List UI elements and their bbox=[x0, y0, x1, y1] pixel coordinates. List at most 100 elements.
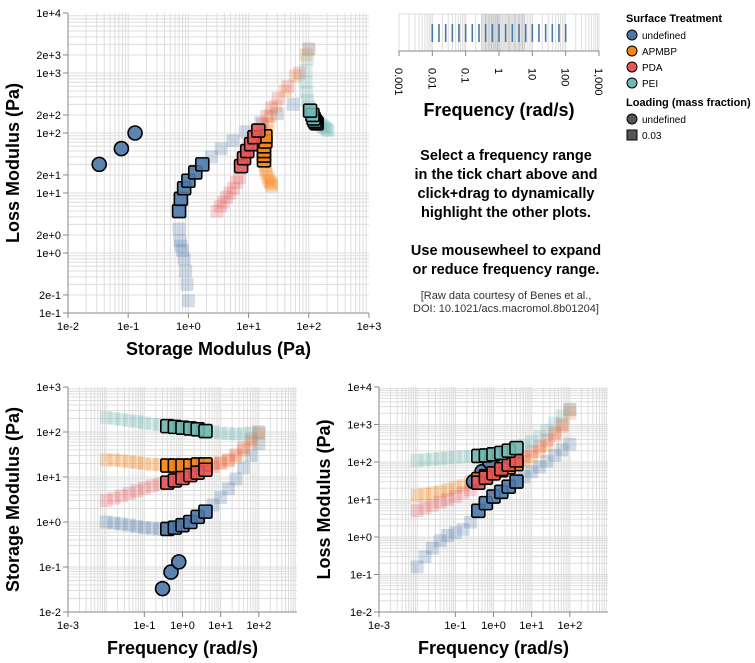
y-tick-label: 1e+0 bbox=[36, 248, 61, 260]
square-point-pei bbox=[221, 427, 235, 441]
circle-point-undefined bbox=[163, 564, 179, 580]
square-point-apmbp bbox=[99, 453, 113, 467]
square-point-undefined bbox=[99, 515, 113, 529]
y-axis-title: Storage Modulus (Pa) bbox=[3, 407, 23, 592]
square-point-undefined bbox=[171, 203, 187, 219]
legend-title: Surface Treatment bbox=[626, 13, 722, 25]
square-point-undefined bbox=[172, 222, 186, 236]
square-point-undefined bbox=[177, 252, 191, 266]
legend-square-symbol bbox=[626, 129, 638, 141]
square-point-pda bbox=[230, 175, 244, 189]
square-point-pda bbox=[114, 489, 128, 503]
square-point-undefined bbox=[180, 277, 194, 291]
y-tick-label: 1e+0 bbox=[36, 517, 61, 529]
square-point-pei bbox=[302, 103, 318, 119]
x-tick-label: 1e-1 bbox=[133, 620, 155, 632]
legend-label: undefined bbox=[642, 31, 686, 42]
square-point-pei bbox=[418, 453, 432, 467]
square-point-pei bbox=[145, 417, 159, 431]
y-tick-label: 1e+1 bbox=[36, 472, 61, 484]
square-point-pda bbox=[540, 433, 554, 447]
square-point-pei bbox=[300, 85, 314, 99]
square-point-undefined bbox=[540, 454, 554, 468]
circle-point-undefined bbox=[91, 156, 108, 173]
square-point-pda bbox=[555, 418, 569, 431]
frequency-tick-chart[interactable]: 0.001 0.01 0.1 1 10 100 1,000 Frequency (rad/s) bbox=[392, 13, 604, 120]
instructions: Select a frequency range in the tick cha… bbox=[388, 147, 624, 280]
square-point-pei bbox=[563, 403, 577, 417]
x-tick-label: 0.1 bbox=[459, 68, 471, 83]
square-point-apmbp bbox=[555, 419, 569, 433]
square-point-pda bbox=[302, 42, 316, 56]
square-point-pei bbox=[410, 453, 424, 467]
x-tick-label: 1e+1 bbox=[236, 321, 261, 333]
circle-point-undefined bbox=[127, 125, 143, 141]
square-point-pei bbox=[300, 52, 314, 66]
legend-label: 0.03 bbox=[642, 131, 662, 142]
legend-label: PEI bbox=[642, 79, 658, 90]
x-axis-title: Storage Modulus (Pa) bbox=[126, 339, 311, 359]
square-point-pei bbox=[433, 451, 447, 465]
square-point-apmbp bbox=[278, 84, 292, 98]
legend-symbol-apmbp bbox=[626, 45, 638, 57]
square-point-apmbp bbox=[261, 171, 275, 185]
square-point-pei bbox=[525, 435, 539, 449]
storage-vs-frequency-chart[interactable]: 1e-3 1e-1 1e+0 1e+1 1e+2 1e-2 1e-1 1e+0 1e+1 1e+2… bbox=[3, 382, 297, 658]
square-point-pei bbox=[302, 42, 316, 56]
y-tick-label: 2e+3 bbox=[36, 50, 61, 62]
instruction-line: click+drag to dynamically bbox=[417, 186, 595, 202]
square-point-undefined bbox=[286, 97, 300, 111]
legend-label: PDA bbox=[642, 63, 663, 74]
square-point-pda bbox=[292, 66, 306, 80]
y-tick-label: 2e+1 bbox=[36, 170, 61, 182]
square-point-pda bbox=[260, 109, 274, 123]
square-point-pda bbox=[232, 171, 246, 185]
square-point-undefined bbox=[252, 437, 266, 451]
square-point-pda bbox=[244, 432, 258, 446]
square-point-undefined bbox=[425, 541, 439, 555]
square-point-undefined bbox=[237, 461, 251, 475]
square-point-apmbp bbox=[532, 445, 546, 459]
legend-circle-symbol bbox=[626, 113, 638, 125]
square-point-pda bbox=[223, 186, 237, 200]
x-tick-label: 0.01 bbox=[425, 68, 437, 89]
square-point-pda bbox=[441, 493, 455, 506]
x-tick-label: 1e-1 bbox=[444, 620, 466, 632]
modulus-scatter-chart[interactable]: 1e-2 1e-1 1e+0 1e+1 1e+2 1e+31e-12e-11e+02e+0… bbox=[3, 8, 381, 359]
square-point-pei bbox=[237, 427, 251, 441]
y-tick-label: 1e+4 bbox=[347, 382, 372, 394]
square-point-pda bbox=[198, 462, 213, 478]
square-point-apmbp bbox=[525, 450, 539, 464]
square-point-apmbp bbox=[264, 177, 278, 191]
square-point-apmbp bbox=[107, 453, 121, 467]
square-point-undefined bbox=[456, 522, 470, 536]
x-axis-title: Frequency (rad/s) bbox=[107, 638, 258, 658]
square-point-apmbp bbox=[425, 486, 439, 500]
square-point-pei bbox=[555, 409, 569, 423]
y-tick-label: 1e+2 bbox=[347, 457, 372, 469]
plot-area bbox=[410, 403, 577, 574]
y-tick-label: 1e-1 bbox=[39, 562, 61, 574]
square-point-apmbp bbox=[299, 48, 313, 62]
x-tick-label: 1,000 bbox=[592, 68, 604, 96]
square-point-pda bbox=[563, 403, 577, 417]
legend-label: undefined bbox=[642, 115, 686, 126]
square-point-pda bbox=[237, 441, 251, 455]
square-point-pda bbox=[210, 204, 224, 218]
square-point-apmbp bbox=[269, 99, 283, 113]
square-point-apmbp bbox=[252, 427, 266, 441]
x-tick-label: 1e+3 bbox=[357, 321, 382, 333]
square-point-undefined bbox=[229, 472, 243, 486]
y-tick-label: 1e-1 bbox=[39, 308, 61, 320]
x-tick-label: 1e-3 bbox=[368, 620, 390, 632]
square-point-apmbp bbox=[548, 429, 562, 443]
square-point-pda bbox=[548, 426, 562, 440]
y-tick-label: 1e+1 bbox=[36, 188, 61, 200]
y-tick-label: 1e-1 bbox=[350, 570, 372, 582]
x-tick-label: 1e+0 bbox=[176, 321, 201, 333]
square-point-undefined bbox=[464, 515, 478, 529]
loss-vs-frequency-chart[interactable]: 1e-3 1e-1 1e+0 1e+1 1e+2 1e-2 1e-1 1e+0 1e+1 1e+2… bbox=[314, 382, 608, 658]
square-point-undefined bbox=[418, 550, 432, 564]
square-point-apmbp bbox=[540, 438, 554, 452]
